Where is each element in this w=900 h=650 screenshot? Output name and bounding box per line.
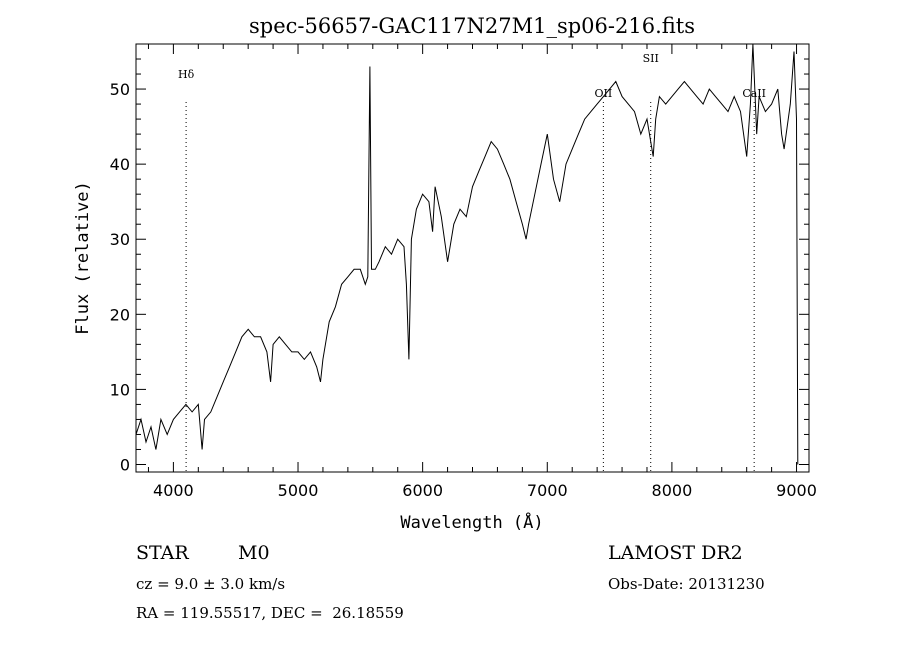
- object-subclass: M0: [238, 542, 270, 564]
- object-class: STAR: [136, 542, 189, 564]
- x-tick-label: 6000: [402, 481, 443, 500]
- y-axis-label: Flux (relative): [73, 181, 93, 335]
- plot-frame: [135, 43, 810, 473]
- line-marker-label: CaII: [742, 87, 766, 100]
- x-tick-label: 9000: [776, 481, 817, 500]
- survey-name: LAMOST DR2: [608, 542, 743, 564]
- y-tick-label: 0: [120, 455, 130, 474]
- x-axis-label: Wavelength (Å): [400, 511, 543, 533]
- series-group: [135, 43, 799, 465]
- line-marker-label: SII: [643, 52, 659, 65]
- y-tick-label: 40: [110, 155, 130, 174]
- axis-ticks: 4000 5000 6000 7000 8000 9000 0 10 20 30 40 50: [110, 44, 817, 500]
- spectrum-line: [135, 43, 799, 465]
- y-tick-label: 20: [110, 305, 130, 324]
- chart-title: spec-56657-GAC117N27M1_sp06-216.fits: [249, 14, 695, 38]
- x-tick-label: 7000: [527, 481, 568, 500]
- coordinates: RA = 119.55517, DEC = 26.18559: [136, 604, 404, 622]
- line-marker-label: OII: [595, 87, 613, 100]
- x-tick-label: 5000: [278, 481, 319, 500]
- x-tick-label: 4000: [153, 481, 194, 500]
- x-tick-label: 8000: [652, 481, 693, 500]
- redshift-info: cz = 9.0 ± 3.0 km/s: [136, 575, 286, 593]
- line-marker-label: Hδ: [178, 68, 195, 81]
- observation-date: Obs-Date: 20131230: [608, 575, 765, 593]
- y-tick-label: 10: [110, 380, 130, 399]
- y-tick-label: 50: [110, 80, 130, 99]
- y-tick-label: 30: [110, 230, 130, 249]
- line-markers: Hδ OII SII CaII: [178, 52, 766, 472]
